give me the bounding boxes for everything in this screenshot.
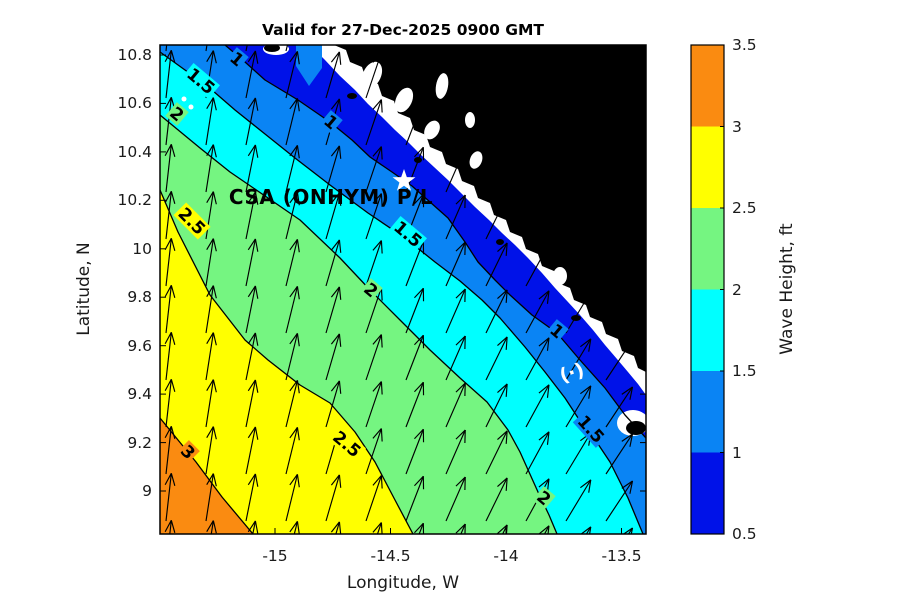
colorbar-band (691, 452, 724, 535)
colorbar-band (691, 371, 724, 453)
colorbar-tick-label: 3.5 (732, 36, 757, 54)
colorbar-tick-label: 2 (732, 280, 742, 299)
y-axis-label: Latitude, N (74, 242, 94, 336)
y-tick-label: 9 (142, 482, 152, 500)
y-tick-label: 9.4 (127, 385, 152, 404)
bay (394, 87, 414, 113)
island (496, 239, 504, 245)
bay (465, 112, 475, 128)
y-tick-label: 9.6 (127, 336, 152, 355)
plot-border (159, 44, 647, 535)
axis-ticks (160, 45, 646, 534)
colorbar-tick-label: 1.5 (732, 362, 757, 380)
colorbar-label: Wave Height, ft (777, 223, 797, 355)
contour-3ft (160, 417, 254, 534)
y-tick-label: 10.4 (117, 142, 152, 161)
contour-2.5ft (160, 189, 414, 534)
x-tick-label: -14 (493, 547, 519, 565)
y-tick-label: 10.2 (117, 191, 152, 210)
figure-title: Valid for 27-Dec-2025 0900 GMT (262, 21, 544, 39)
bay (469, 151, 483, 169)
wave-direction-arrows (164, 45, 634, 534)
y-tick-label: 10 (132, 239, 152, 258)
x-tick-label: -15 (262, 547, 288, 565)
x-tick-label: -14.5 (370, 547, 411, 565)
bay (361, 61, 383, 89)
colorbar-tick-label: 0.5 (732, 525, 757, 543)
x-tick-label: -13.5 (601, 547, 642, 565)
x-axis-label: Longitude, W (346, 573, 460, 593)
colorbar-tick-label: 1 (732, 443, 742, 462)
y-tick-label: 10.8 (117, 46, 152, 64)
colorbar-tick-label: 3 (732, 117, 742, 136)
bay (424, 120, 440, 140)
bay (553, 267, 567, 285)
island (264, 45, 280, 52)
colorbar-band (691, 289, 724, 372)
contour-1ft (224, 45, 646, 439)
marker-dot (188, 104, 194, 110)
colorbar-band (691, 45, 724, 127)
island (347, 93, 357, 99)
contour-label: 1.5 (182, 63, 220, 99)
marker-dot (181, 96, 187, 102)
colorbar-band (691, 208, 724, 290)
y-tick-label: 9.8 (127, 288, 152, 307)
contour-2ft (160, 114, 558, 534)
y-tick-label: 10.6 (117, 94, 152, 113)
inlet-band (296, 45, 322, 86)
land-mass (334, 45, 646, 372)
colorbar-band (691, 126, 724, 209)
region-annotation: CSA (ONHYM) P/L (228, 185, 434, 209)
bay (435, 73, 449, 99)
y-tick-label: 9.2 (127, 433, 152, 452)
colorbar-tick-label: 2.5 (732, 199, 757, 217)
star-marker (392, 169, 416, 191)
